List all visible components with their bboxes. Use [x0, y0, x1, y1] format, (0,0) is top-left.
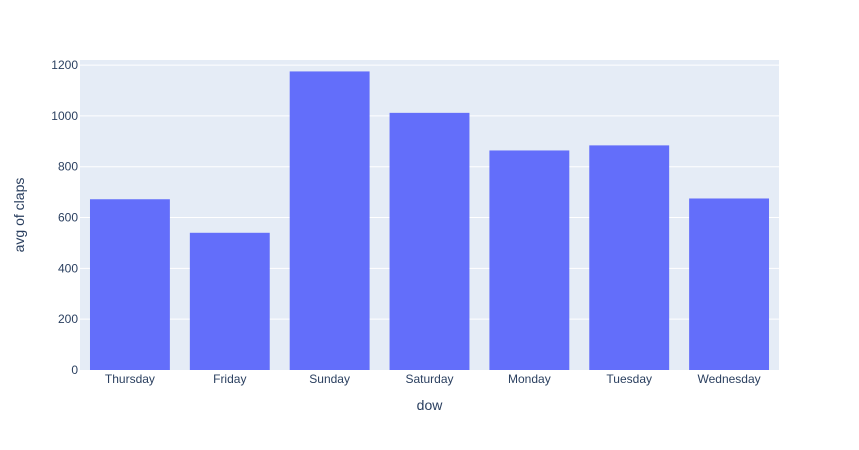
x-tick-label: Monday	[508, 372, 551, 386]
y-tick-label: 800	[58, 160, 78, 174]
y-tick-label: 0	[71, 363, 78, 377]
x-tick-label: Wednesday	[697, 372, 760, 386]
y-tick-label: 1000	[51, 109, 78, 123]
bar-thursday	[89, 199, 170, 370]
y-tick-label: 1200	[51, 58, 78, 72]
y-tick-label: 400	[58, 261, 78, 275]
y-tick-label: 200	[58, 312, 78, 326]
x-tick-label: Friday	[213, 372, 246, 386]
bar-monday	[489, 150, 570, 370]
bar-wednesday	[689, 198, 770, 370]
bar-sunday	[289, 71, 370, 371]
y-axis-title: avg of claps	[11, 178, 27, 253]
x-axis-title: dow	[417, 397, 444, 413]
x-tick-label: Thursday	[105, 372, 155, 386]
y-tick-label: 600	[58, 211, 78, 225]
bar-friday	[189, 232, 270, 370]
bar-saturday	[389, 112, 470, 370]
x-axis-ticks: Thursday Friday Sunday Saturday Monday Tuesda…	[105, 372, 761, 386]
x-tick-label: Tuesday	[606, 372, 652, 386]
x-tick-label: Saturday	[405, 372, 453, 386]
x-tick-label: Sunday	[309, 372, 350, 386]
bar-tuesday	[589, 145, 670, 370]
bars	[89, 71, 770, 371]
y-axis-ticks: 0 200 400 600 800 1000 1200	[51, 58, 78, 377]
